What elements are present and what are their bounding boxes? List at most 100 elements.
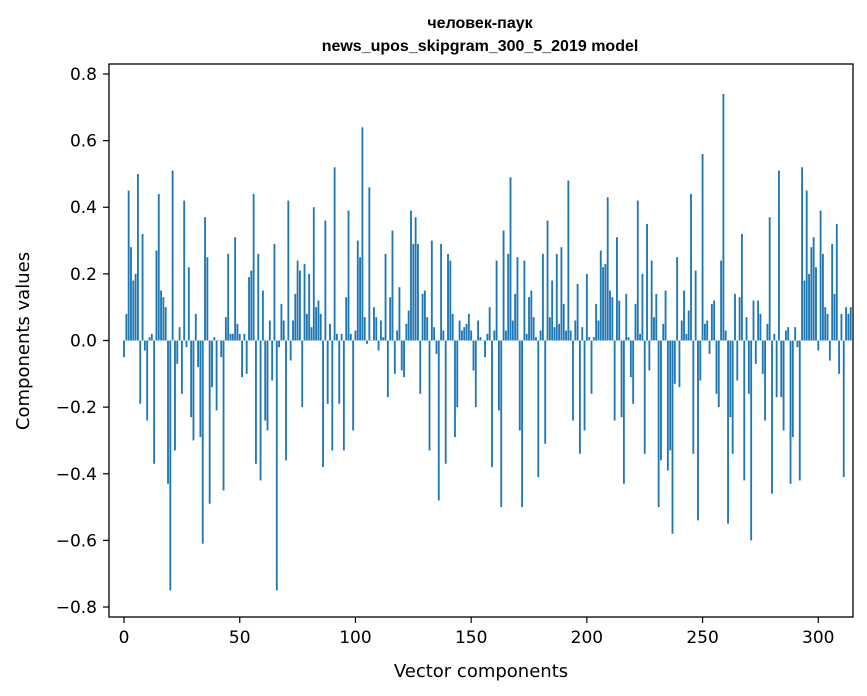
bar-221 bbox=[634, 303, 637, 341]
bar-266 bbox=[738, 297, 741, 341]
bar-15 bbox=[157, 193, 160, 341]
bar-33 bbox=[199, 340, 202, 438]
bar-164 bbox=[502, 230, 505, 341]
bar-49 bbox=[236, 323, 239, 341]
bar-25 bbox=[180, 340, 183, 394]
bar-142 bbox=[451, 313, 454, 341]
bar-297 bbox=[810, 247, 813, 341]
bar-257 bbox=[717, 340, 720, 408]
bar-211 bbox=[611, 297, 614, 341]
bar-159 bbox=[491, 340, 493, 468]
bar-233 bbox=[662, 323, 665, 341]
bar-106 bbox=[368, 187, 371, 341]
bar-118 bbox=[396, 330, 399, 341]
bar-218 bbox=[627, 337, 630, 341]
bar-124 bbox=[410, 210, 412, 341]
bar-136 bbox=[437, 340, 440, 501]
bar-187 bbox=[555, 253, 558, 341]
bar-232 bbox=[660, 340, 662, 461]
bar-290 bbox=[794, 327, 797, 341]
bar-123 bbox=[407, 310, 410, 341]
bar-276 bbox=[761, 340, 764, 374]
bar-210 bbox=[609, 290, 611, 341]
bar-141 bbox=[449, 260, 452, 341]
bar-37 bbox=[208, 340, 211, 504]
bar-68 bbox=[280, 303, 283, 341]
bar-292 bbox=[798, 340, 801, 481]
bar-20 bbox=[169, 340, 172, 591]
bar-120 bbox=[400, 340, 403, 371]
bar-167 bbox=[509, 177, 512, 341]
bar-192 bbox=[567, 180, 570, 341]
bar-76 bbox=[298, 270, 301, 341]
bar-267 bbox=[741, 233, 743, 341]
bar-241 bbox=[680, 320, 683, 341]
bar-40 bbox=[215, 340, 218, 411]
bar-146 bbox=[460, 330, 463, 341]
bar-117 bbox=[393, 340, 396, 374]
bar-149 bbox=[467, 313, 470, 341]
bar-64 bbox=[271, 340, 274, 381]
bar-285 bbox=[782, 340, 785, 431]
bar-308 bbox=[835, 223, 838, 341]
x-tick-label-150: 150 bbox=[455, 628, 487, 648]
bar-196 bbox=[576, 283, 579, 341]
bar-133 bbox=[430, 240, 433, 341]
bar-8 bbox=[141, 233, 144, 341]
bar-26 bbox=[183, 200, 186, 341]
bar-48 bbox=[234, 237, 237, 341]
bar-215 bbox=[620, 340, 623, 418]
bar-80 bbox=[308, 273, 311, 341]
bar-58 bbox=[257, 253, 260, 341]
bar-171 bbox=[518, 340, 521, 431]
bar-5 bbox=[134, 273, 137, 341]
bar-60 bbox=[261, 290, 264, 341]
bar-86 bbox=[322, 340, 324, 468]
bar-222 bbox=[636, 200, 639, 341]
bar-34 bbox=[201, 340, 204, 544]
bar-130 bbox=[423, 290, 426, 341]
bar-85 bbox=[319, 313, 322, 341]
bar-67 bbox=[278, 340, 281, 348]
bar-119 bbox=[398, 287, 401, 341]
bar-193 bbox=[569, 330, 572, 341]
bar-157 bbox=[486, 333, 489, 341]
bar-16 bbox=[160, 290, 162, 341]
bar-53 bbox=[245, 340, 248, 374]
bar-23 bbox=[176, 340, 179, 364]
bar-50 bbox=[238, 333, 241, 341]
bar-300 bbox=[817, 340, 820, 351]
bar-183 bbox=[546, 220, 549, 341]
bar-279 bbox=[768, 217, 771, 341]
ticks-group: 0 50 100 150 200 250 300 −0.8 −0.6 −0.4 −0.2 0.0 0.2… bbox=[56, 65, 835, 648]
bar-4 bbox=[132, 280, 135, 341]
bar-11 bbox=[148, 337, 151, 341]
bar-109 bbox=[375, 317, 378, 341]
bar-243 bbox=[685, 333, 688, 341]
bar-298 bbox=[812, 237, 815, 341]
bar-295 bbox=[805, 190, 808, 341]
bar-299 bbox=[815, 267, 817, 341]
bar-102 bbox=[359, 257, 362, 341]
y-tick-label-7: 0.6 bbox=[70, 132, 97, 152]
bar-35 bbox=[204, 217, 206, 341]
bar-195 bbox=[574, 320, 577, 341]
bar-261 bbox=[727, 340, 729, 524]
bar-139 bbox=[444, 340, 447, 464]
bar-39 bbox=[213, 337, 216, 341]
bar-311 bbox=[842, 340, 845, 478]
bar-111 bbox=[379, 320, 382, 341]
bar-54 bbox=[248, 277, 250, 341]
bar-105 bbox=[366, 340, 368, 344]
y-tick-label-5: 0.2 bbox=[70, 265, 97, 285]
bar-254 bbox=[710, 303, 713, 341]
bar-69 bbox=[282, 320, 285, 341]
bar-9 bbox=[143, 340, 146, 351]
bar-122 bbox=[405, 323, 408, 341]
bar-72 bbox=[289, 340, 292, 361]
bar-207 bbox=[602, 267, 604, 341]
bar-97 bbox=[347, 210, 350, 341]
bar-7 bbox=[139, 340, 142, 404]
bar-112 bbox=[382, 337, 385, 341]
bar-280 bbox=[771, 340, 773, 494]
